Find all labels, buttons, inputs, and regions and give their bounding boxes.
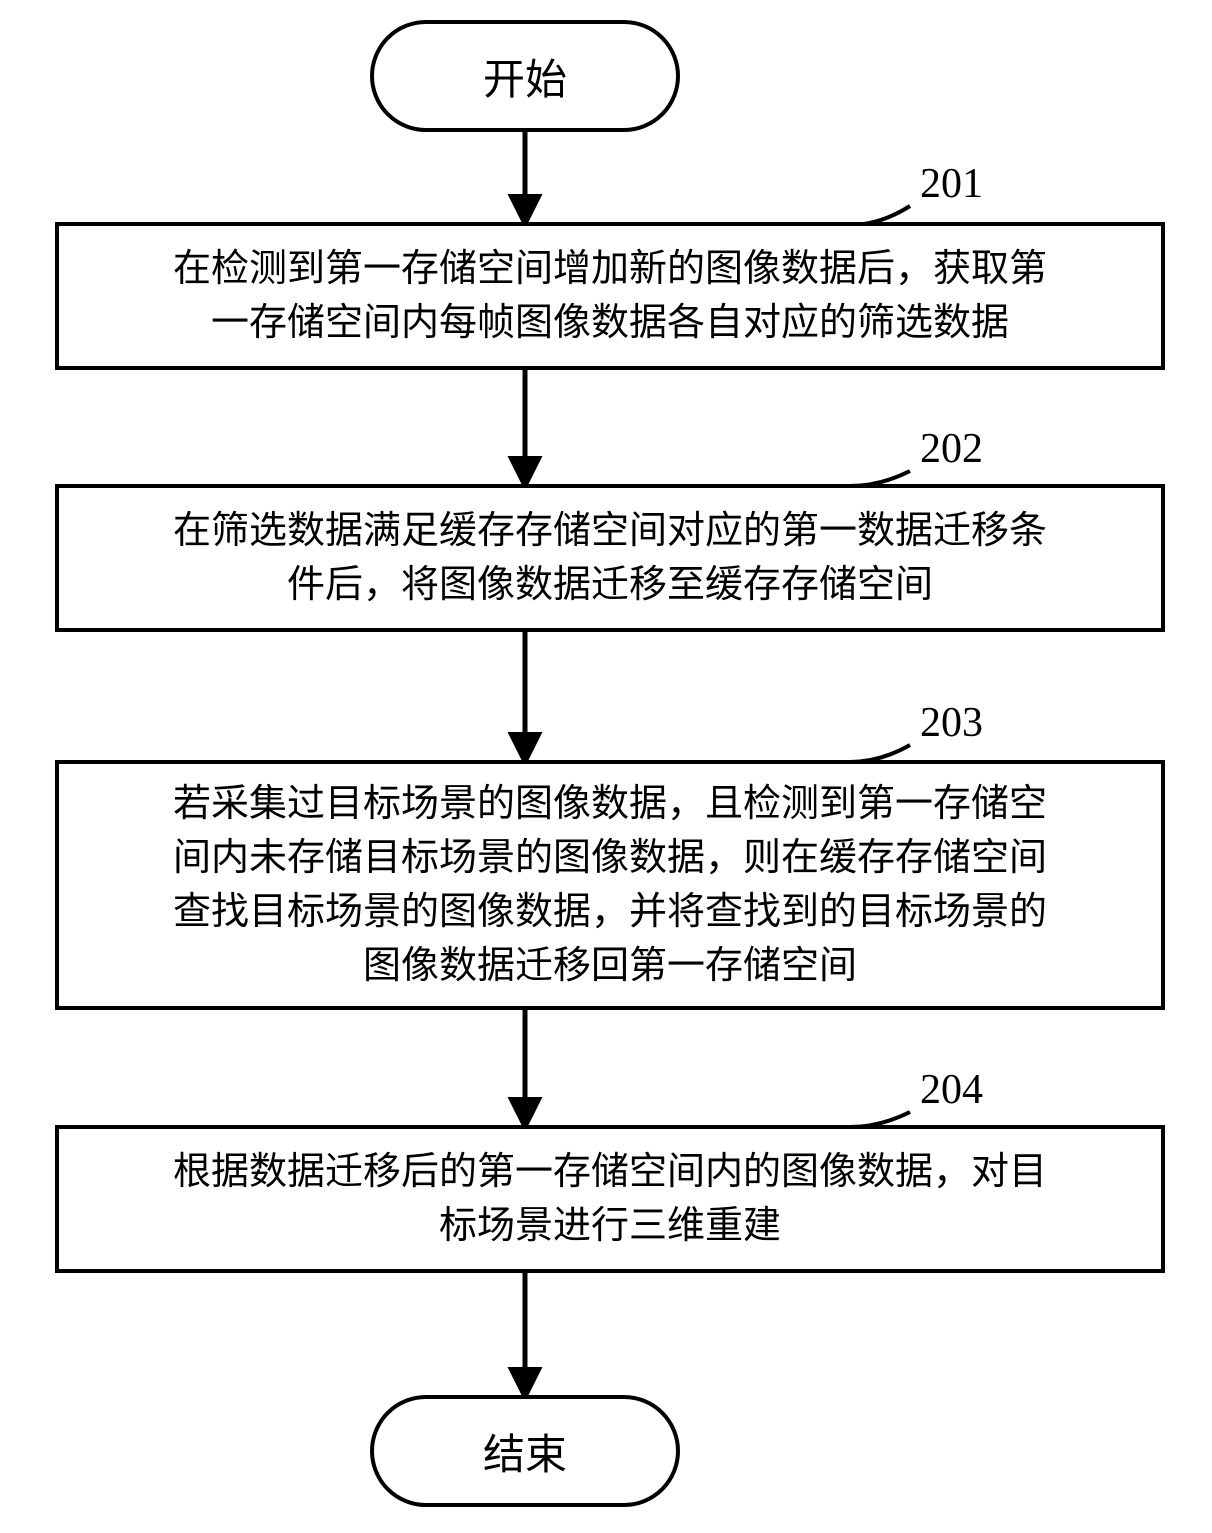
step-label-203: 203 [920, 699, 983, 747]
step-label-201: 201 [920, 160, 983, 208]
flowchart-canvas: 开始 在检测到第一存储空间增加新的图像数据后，获取第 一存储空间内每帧图像数据各… [0, 0, 1212, 1533]
process-204: 根据数据迁移后的第一存储空间内的图像数据，对目 标场景进行三维重建 [55, 1125, 1165, 1273]
process-202: 在筛选数据满足缓存存储空间对应的第一数据迁移条 件后，将图像数据迁移至缓存存储空… [55, 484, 1165, 632]
end-node: 结束 [370, 1395, 680, 1507]
step-label-203-text: 203 [920, 700, 983, 746]
process-203: 若采集过目标场景的图像数据，且检测到第一存储空 间内未存储目标场景的图像数据，则… [55, 760, 1165, 1010]
step-label-201-text: 201 [920, 161, 983, 207]
process-202-text: 在筛选数据满足缓存存储空间对应的第一数据迁移条 件后，将图像数据迁移至缓存存储空… [173, 504, 1047, 612]
end-label: 结束 [483, 1421, 567, 1482]
process-201-text: 在检测到第一存储空间增加新的图像数据后，获取第 一存储空间内每帧图像数据各自对应… [173, 242, 1047, 350]
start-label: 开始 [483, 46, 567, 107]
process-204-text: 根据数据迁移后的第一存储空间内的图像数据，对目 标场景进行三维重建 [173, 1145, 1047, 1253]
step-label-202: 202 [920, 425, 983, 473]
step-label-202-text: 202 [920, 426, 983, 472]
step-label-204-text: 204 [920, 1067, 983, 1113]
step-label-204: 204 [920, 1066, 983, 1114]
start-node: 开始 [370, 20, 680, 132]
process-203-text: 若采集过目标场景的图像数据，且检测到第一存储空 间内未存储目标场景的图像数据，则… [173, 777, 1047, 993]
process-201: 在检测到第一存储空间增加新的图像数据后，获取第 一存储空间内每帧图像数据各自对应… [55, 222, 1165, 370]
